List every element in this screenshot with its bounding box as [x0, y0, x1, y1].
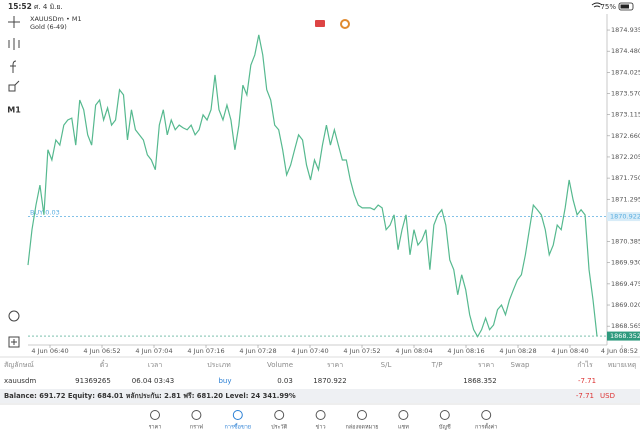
y-tick-label: 1871.750: [611, 174, 640, 182]
table-cell[interactable]: xauusdm: [4, 377, 36, 385]
table-cell[interactable]: 1870.922: [313, 377, 346, 385]
table-header: ตั๋ว: [100, 360, 109, 369]
y-tick-label: 1872.660: [611, 132, 640, 140]
table-header: Swap: [511, 361, 530, 369]
y-tick-label: 1870.385: [611, 238, 640, 246]
y-tick-label: 1874.480: [611, 47, 640, 55]
total-profit: -7.71: [576, 392, 594, 400]
indicators-icon[interactable]: [8, 38, 20, 50]
table-header: สัญลักษณ์: [4, 361, 34, 369]
price-label: 1870.922: [610, 213, 640, 221]
tab-label[interactable]: การตั้งค่า: [475, 423, 497, 431]
zoom-icon[interactable]: [8, 310, 20, 322]
tab-label[interactable]: ราคา: [149, 425, 162, 431]
table-header: ประเภท: [207, 361, 231, 369]
battery-icon: [618, 2, 634, 11]
price-line-series: [27, 34, 598, 338]
y-tick-label: 1869.020: [611, 301, 640, 309]
chart-subtitle: Gold (6-49): [30, 23, 67, 31]
table-header: T/P: [431, 361, 443, 369]
table-header: S/L: [381, 361, 392, 369]
tab-icon[interactable]: [481, 410, 492, 420]
tab-label[interactable]: กล่องจดหมาย: [345, 425, 378, 431]
table-cell[interactable]: 0.03: [277, 377, 293, 385]
account-summary: Balance: 691.72 Equity: 684.01 หลักประกั…: [4, 392, 296, 400]
y-tick-label: 1874.025: [611, 68, 640, 76]
price-label: 1868.352: [610, 332, 640, 340]
objects-icon[interactable]: [8, 80, 20, 92]
y-tick-label: 1868.565: [611, 322, 640, 330]
wifi-icon: [591, 2, 603, 8]
trade-icon[interactable]: [315, 20, 325, 27]
x-tick-label: 4 Jun 07:40: [291, 347, 328, 355]
table-header: ราคา: [327, 361, 343, 369]
tab-icon[interactable]: [315, 410, 326, 420]
table-cell[interactable]: -7.71: [578, 377, 596, 385]
x-tick-label: 4 Jun 08:16: [447, 347, 484, 355]
table-cell[interactable]: buy: [218, 377, 231, 385]
price-line-label: BUY 0.03: [30, 209, 60, 217]
table-header: Volume: [267, 361, 293, 369]
x-tick-label: 4 Jun 07:28: [239, 347, 276, 355]
crosshair-icon[interactable]: [8, 16, 20, 28]
table-cell[interactable]: 1868.352: [463, 377, 496, 385]
y-tick-label: 1869.475: [611, 280, 640, 288]
y-tick-label: 1869.930: [611, 259, 640, 267]
chart-title: XAUUSDm • M1: [30, 15, 82, 23]
table-cell[interactable]: 06.04 03:43: [132, 377, 174, 385]
x-tick-label: 4 Jun 06:52: [83, 347, 120, 355]
timeframe-button[interactable]: M1: [7, 106, 21, 115]
x-tick-label: 4 Jun 08:28: [499, 347, 536, 355]
y-tick-label: 1871.295: [611, 195, 640, 203]
tab-icon[interactable]: [150, 410, 160, 420]
price-label-box: [607, 212, 640, 222]
x-tick-label: 4 Jun 08:52: [601, 347, 638, 355]
toolbar: [8, 16, 20, 348]
price-label-box: [607, 331, 640, 341]
add-icon[interactable]: [8, 336, 20, 348]
y-tick-label: 1873.115: [611, 111, 640, 119]
tab-label[interactable]: แชท: [398, 424, 409, 431]
x-tick-label: 4 Jun 08:40: [551, 347, 588, 355]
tab-label[interactable]: กราฟ: [190, 424, 203, 431]
tab-label[interactable]: ประวัติ: [271, 424, 287, 431]
x-tick-label: 4 Jun 07:04: [135, 347, 172, 355]
tab-icon[interactable]: [439, 410, 450, 420]
tab-label[interactable]: บัญชี: [439, 424, 451, 431]
status-date: ศ. 4 มิ.ย.: [34, 3, 63, 11]
table-header: กำไร: [577, 360, 593, 369]
y-tick-label: 1872.205: [611, 153, 640, 161]
x-tick-label: 4 Jun 06:40: [31, 347, 68, 355]
table-header: ราคา: [478, 361, 494, 369]
summary-bar: [0, 389, 640, 403]
table-cell[interactable]: 91369265: [75, 377, 111, 385]
y-tick-label: 1874.935: [611, 26, 640, 34]
x-tick-label: 4 Jun 08:04: [395, 347, 432, 355]
tab-icon[interactable]: [357, 410, 367, 420]
status-time: 15:52: [8, 2, 32, 11]
battery-level: [620, 4, 629, 9]
table-header: หมายเหตุ: [608, 361, 637, 369]
currency: USD: [600, 392, 615, 400]
tab-icon[interactable]: [191, 410, 202, 420]
tab-icon[interactable]: [398, 410, 409, 420]
tab-label[interactable]: การซื้อขาย: [225, 423, 251, 431]
y-tick-label: 1873.570: [611, 89, 640, 97]
signal-icon[interactable]: [340, 19, 350, 29]
tab-icon[interactable]: [274, 410, 285, 420]
function-icon[interactable]: [10, 60, 17, 73]
x-tick-label: 4 Jun 07:52: [343, 347, 380, 355]
tab-icon[interactable]: [232, 410, 243, 420]
tab-label[interactable]: ข่าว: [316, 425, 326, 431]
table-header: เวลา: [148, 361, 163, 369]
battery-text: 75%: [600, 3, 616, 11]
x-tick-label: 4 Jun 07:16: [187, 347, 224, 355]
